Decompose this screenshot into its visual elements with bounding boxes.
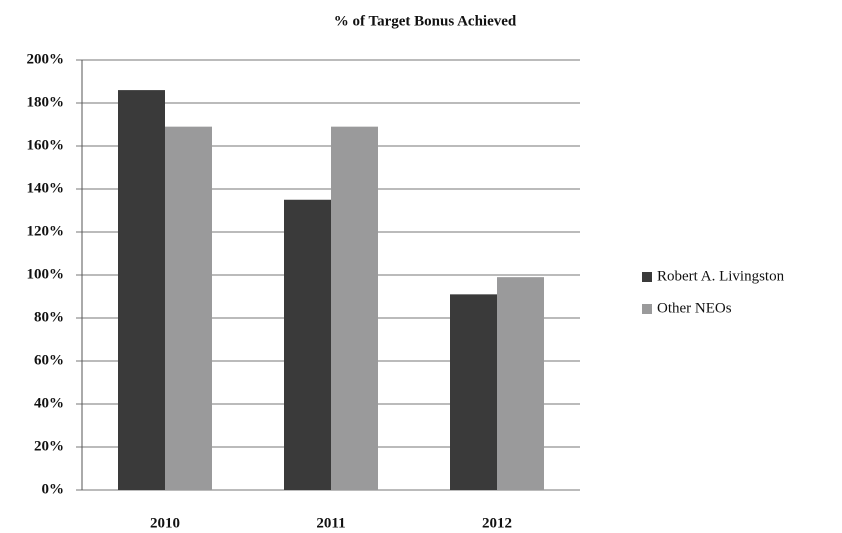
y-tick-label: 160% bbox=[27, 137, 65, 153]
y-tick-label: 80% bbox=[34, 309, 64, 325]
legend-swatch bbox=[642, 304, 652, 314]
y-tick-label: 20% bbox=[34, 438, 64, 454]
bar bbox=[165, 126, 212, 491]
y-tick-label: 120% bbox=[27, 223, 65, 239]
y-tick-label: 0% bbox=[42, 481, 65, 497]
legend-label: Robert A. Livingston bbox=[657, 268, 785, 284]
x-tick-label: 2010 bbox=[150, 515, 180, 531]
y-tick-label: 100% bbox=[27, 266, 65, 282]
x-tick-label: 2012 bbox=[482, 515, 512, 531]
y-tick-label: 40% bbox=[34, 395, 64, 411]
y-tick-label: 180% bbox=[27, 94, 65, 110]
bar bbox=[450, 294, 497, 490]
bar bbox=[331, 126, 378, 491]
chart-title: % of Target Bonus Achieved bbox=[334, 13, 517, 29]
bar bbox=[284, 199, 331, 490]
legend-label: Other NEOs bbox=[657, 300, 732, 316]
y-tick-label: 200% bbox=[27, 51, 65, 67]
legend-swatch bbox=[642, 272, 652, 282]
y-tick-label: 60% bbox=[34, 352, 64, 368]
bar bbox=[118, 90, 165, 490]
bar bbox=[497, 277, 544, 490]
y-tick-label: 140% bbox=[27, 180, 65, 196]
x-tick-label: 2011 bbox=[316, 515, 345, 531]
